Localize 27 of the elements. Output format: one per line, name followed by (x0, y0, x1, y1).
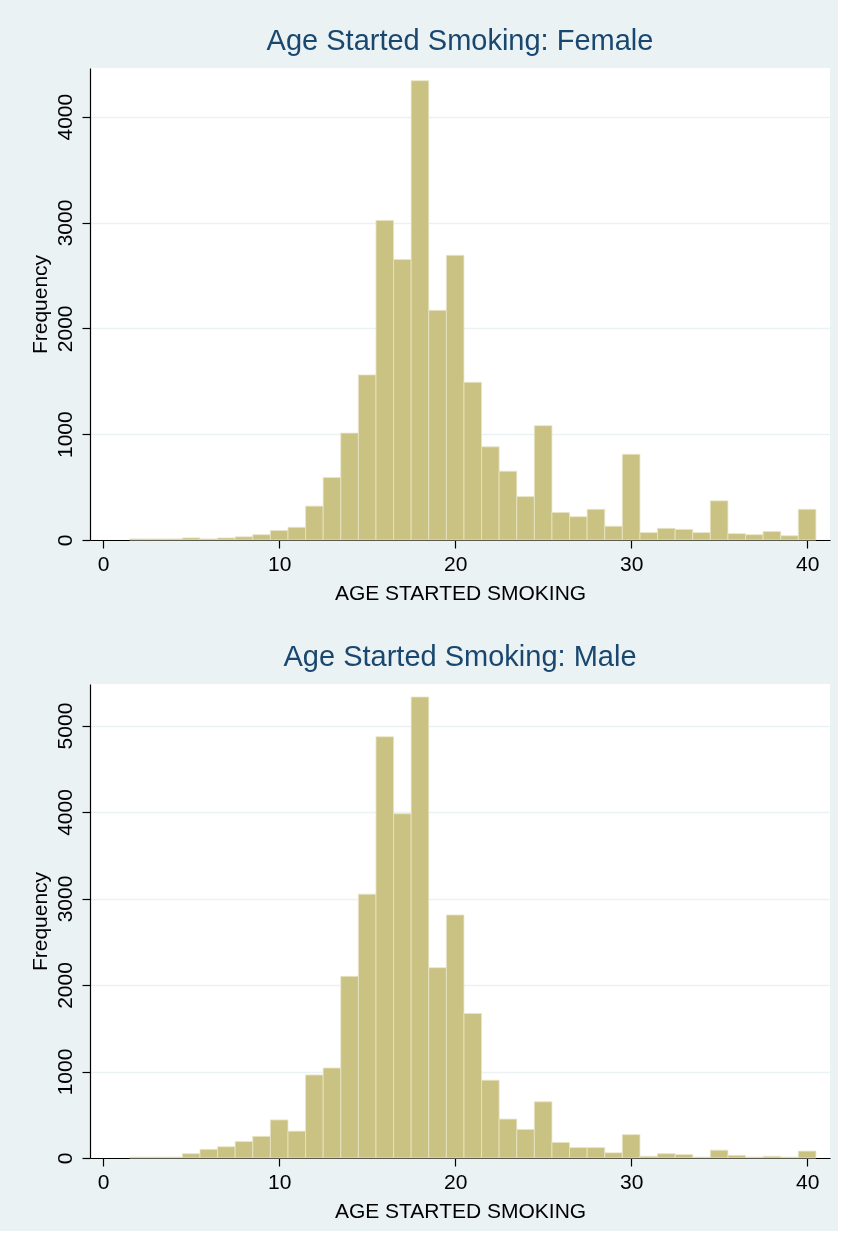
x-axis-title: AGE STARTED SMOKING (334, 580, 587, 604)
x-tick-label: 20 (443, 1169, 468, 1193)
y-tick-label: 1000 (52, 1048, 76, 1096)
y-tick-label: 3000 (52, 875, 76, 923)
x-tick-label: 0 (97, 551, 110, 575)
x-tick-label: 40 (795, 1169, 820, 1193)
y-tick-label: 0 (52, 1152, 76, 1165)
y-tick-label: 3000 (52, 199, 76, 247)
y-tick-label: 0 (52, 534, 76, 547)
y-tick-label: 4000 (52, 789, 76, 836)
y-tick-label: 2000 (52, 305, 76, 353)
x-tick-label: 0 (97, 1169, 110, 1193)
x-tick-label: 10 (268, 551, 292, 575)
y-tick-label: 1000 (52, 411, 76, 459)
chart-title: Age Started Smoking: Male (283, 640, 637, 672)
y-tick-label: 5000 (52, 702, 76, 750)
x-tick-label: 40 (795, 551, 820, 575)
y-axis-title: Frequency (27, 254, 51, 355)
chart-title: Age Started Smoking: Female (266, 24, 654, 56)
y-tick-label: 2000 (52, 962, 76, 1009)
y-tick-label: 4000 (52, 93, 76, 141)
x-tick-label: 30 (619, 1169, 644, 1193)
x-tick-label: 20 (443, 551, 468, 575)
y-axis-title: Frequency (27, 871, 51, 972)
x-tick-label: 30 (619, 551, 644, 575)
x-tick-label: 10 (268, 1169, 292, 1193)
x-axis-title: AGE STARTED SMOKING (334, 1198, 587, 1222)
